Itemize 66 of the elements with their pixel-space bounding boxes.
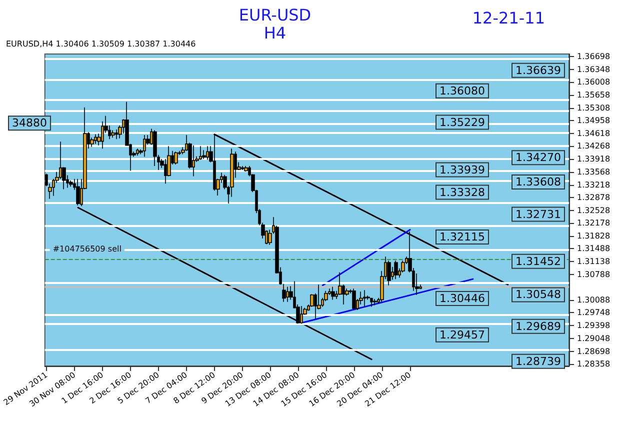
- y-tick-label: 1.34618: [577, 128, 610, 138]
- annotation: 34880: [12, 116, 47, 130]
- ref-line-label: 1.30446: [440, 292, 485, 305]
- candlestick: [241, 166, 244, 170]
- candlestick: [174, 151, 178, 165]
- text: 12-21-11: [472, 8, 545, 28]
- ref-line-label: 1.36639: [516, 64, 561, 77]
- ref-line-label: 1.29457: [440, 328, 485, 342]
- ref-line-label: #104756509 sell: [52, 244, 122, 254]
- candlestick: [111, 130, 115, 138]
- y-tick-label: 1.28358: [577, 359, 610, 368]
- candlestick: [300, 306, 303, 324]
- candlestick: [199, 146, 202, 160]
- candlestick: [387, 260, 391, 286]
- candlestick: [153, 130, 157, 166]
- candlestick: [363, 290, 366, 308]
- y-tick-label: 1.29748: [577, 308, 610, 318]
- y-tick-label: 1.34268: [577, 142, 610, 151]
- ref-line-label: 1.29689: [516, 320, 561, 333]
- candlestick: [206, 146, 209, 160]
- y-tick-label: 1.30788: [577, 270, 610, 279]
- y-tick-label: 1.29048: [577, 334, 610, 343]
- y-tick-label: 1.36698: [577, 52, 610, 62]
- y-tick-label: 1.29398: [577, 321, 610, 330]
- ref-line-label: 1.35229: [440, 116, 485, 129]
- ref-line-label: 1.34270: [516, 151, 561, 164]
- text: EURUSD,H4 1.30406 1.30509 1.30387 1.30446: [6, 40, 196, 48]
- ref-line-label: 1.33328: [440, 186, 485, 199]
- ref-line-label: 1.33939: [440, 163, 485, 176]
- y-tick-label: 1.32178: [577, 218, 610, 228]
- y-tick-label: 1.32528: [577, 206, 610, 215]
- ref-line-label: 1.28739: [516, 354, 561, 368]
- candlestick: [373, 298, 377, 306]
- y-tick-label: 1.36008: [577, 78, 610, 87]
- y-tick-label: 1.30088: [577, 296, 610, 305]
- candlestick: [94, 134, 97, 144]
- y-tick-label: 1.34958: [577, 116, 610, 126]
- candlestick: [286, 286, 289, 302]
- y-tick-label: 1.32878: [577, 192, 610, 202]
- candlestick: [370, 297, 373, 308]
- ref-line-label: 1.30548: [516, 288, 561, 302]
- candlestick: [192, 144, 195, 177]
- chart-subtitle: H4: [264, 24, 286, 42]
- y-tick-label: 1.28698: [577, 346, 610, 356]
- y-tick-label: 1.31828: [577, 232, 610, 241]
- chart-title: EUR-USD: [238, 6, 312, 24]
- y-tick-label: 1.35308: [577, 103, 610, 112]
- ref-line-label: 1.32731: [516, 208, 561, 221]
- ref-line-label: 1.32115: [440, 230, 485, 244]
- candlestick: [352, 288, 356, 310]
- candlestick: [115, 129, 118, 140]
- y-tick-label: 1.31138: [577, 256, 610, 266]
- candlestick: [143, 134, 146, 158]
- y-tick-label: 1.31488: [577, 244, 610, 254]
- y-tick-label: 1.35658: [577, 90, 610, 100]
- y-tick-label: 1.33568: [577, 167, 610, 176]
- candlestick: [202, 150, 206, 160]
- y-tick-label: 1.33918: [577, 154, 610, 164]
- y-tick-label: 1.33218: [577, 180, 610, 190]
- y-tick-label: 1.36348: [577, 65, 610, 74]
- ref-line-label: 1.31452: [516, 254, 561, 268]
- candlestick: [394, 260, 398, 280]
- ref-line-label: 1.36080: [440, 84, 485, 98]
- candlestick: [331, 286, 335, 300]
- ref-line-label: 1.33608: [516, 175, 561, 188]
- candlestick: [136, 148, 139, 156]
